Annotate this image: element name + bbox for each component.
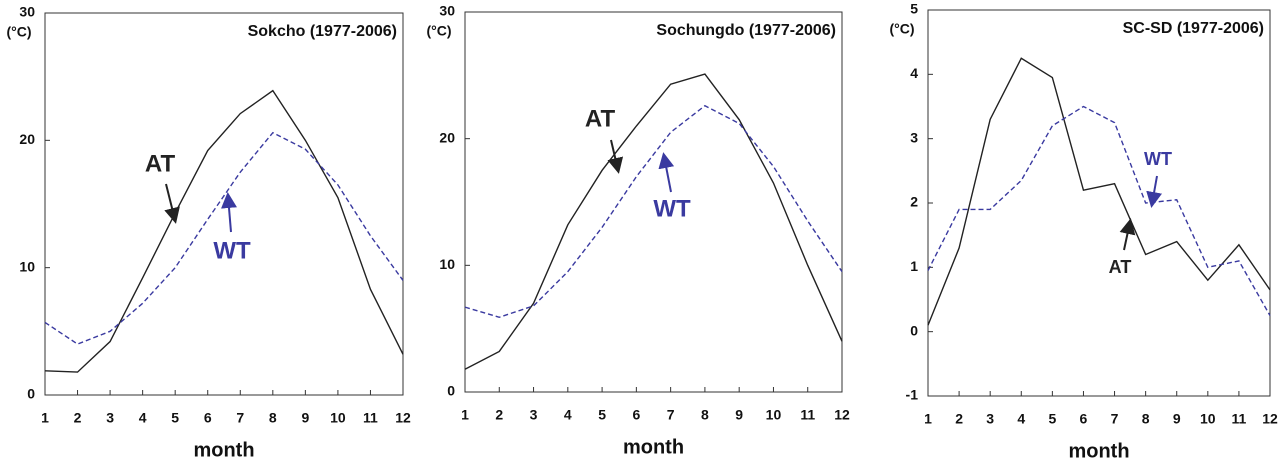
x-tick-label: 12 <box>395 410 411 426</box>
x-tick-label: 2 <box>955 411 963 427</box>
series-annotation: WT <box>213 237 251 264</box>
annotation-arrow <box>1119 218 1136 251</box>
chart-title: SC-SD (1977-2006) <box>1123 20 1264 37</box>
y-tick-label: 0 <box>910 322 918 338</box>
x-tick-label: 5 <box>598 407 606 423</box>
y-tick-label: 30 <box>19 4 35 20</box>
series-annotation: AT <box>1109 257 1132 277</box>
chart-title: Sokcho (1977-2006) <box>248 23 397 40</box>
plot-frame <box>464 11 843 393</box>
y-tick-label: 5 <box>910 1 918 17</box>
y-tick-label: -1 <box>906 387 919 403</box>
x-tick-label: 9 <box>735 407 743 423</box>
x-tick-label: 5 <box>1048 411 1056 427</box>
x-tick-label: 8 <box>1142 411 1150 427</box>
x-axis-label: month <box>193 439 254 461</box>
x-tick-label: 7 <box>236 410 244 426</box>
y-tick-label: 4 <box>910 65 918 81</box>
x-tick-label: 8 <box>701 407 709 423</box>
x-tick-label: 6 <box>204 410 212 426</box>
x-tick-label: 4 <box>564 407 572 423</box>
x-tick-label: 3 <box>106 410 114 426</box>
y-tick-label: 1 <box>910 258 918 274</box>
x-tick-label: 12 <box>834 407 850 423</box>
x-tick-label: 9 <box>301 410 309 426</box>
series-annotation: AT <box>145 150 176 177</box>
y-tick-label: 3 <box>910 129 918 145</box>
x-tick-label: 2 <box>495 407 503 423</box>
x-tick-label: 6 <box>632 407 640 423</box>
x-tick-label: 11 <box>800 407 815 423</box>
x-tick-label: 7 <box>667 407 675 423</box>
y-tick-label: 20 <box>439 129 455 145</box>
x-tick-label: 9 <box>1173 411 1181 427</box>
x-tick-label: 12 <box>1262 411 1278 427</box>
x-tick-label: 10 <box>330 410 346 426</box>
x-tick-label: 10 <box>1200 411 1216 427</box>
series-line <box>464 104 843 319</box>
x-tick-label: 3 <box>986 411 994 427</box>
y-unit-label: (°C) <box>426 23 451 39</box>
series-annotation: WT <box>1144 149 1172 169</box>
annotation-arrow <box>221 192 237 233</box>
annotation-arrow <box>1146 175 1162 208</box>
x-tick-label: 6 <box>1080 411 1088 427</box>
y-tick-label: 0 <box>27 386 35 402</box>
x-tick-label: 11 <box>1232 411 1247 427</box>
annotation-arrow <box>658 152 675 193</box>
x-tick-label: 4 <box>1017 411 1025 427</box>
x-tick-label: 11 <box>363 410 378 426</box>
x-tick-label: 10 <box>766 407 782 423</box>
series-line <box>464 73 843 370</box>
y-unit-label: (°C) <box>6 24 31 40</box>
series-line <box>44 89 404 373</box>
annotation-arrow <box>164 183 180 224</box>
x-axis-label: month <box>1068 440 1129 462</box>
series-annotation: WT <box>653 195 691 222</box>
y-unit-label: (°C) <box>889 21 914 37</box>
y-tick-label: 2 <box>910 194 918 210</box>
x-tick-label: 2 <box>74 410 82 426</box>
x-tick-label: 7 <box>1111 411 1119 427</box>
x-tick-label: 1 <box>41 410 49 426</box>
x-tick-label: 1 <box>461 407 469 423</box>
y-tick-label: 30 <box>439 3 455 19</box>
series-line <box>927 57 1271 326</box>
annotation-arrow <box>607 139 624 174</box>
y-tick-label: 0 <box>447 383 455 399</box>
x-tick-label: 3 <box>530 407 538 423</box>
y-tick-label: 10 <box>439 256 455 272</box>
x-tick-label: 8 <box>269 410 277 426</box>
series-annotation: AT <box>585 105 616 132</box>
plot-frame <box>44 12 404 396</box>
x-axis-label: month <box>623 436 684 458</box>
x-tick-label: 5 <box>171 410 179 426</box>
y-tick-label: 10 <box>19 258 35 274</box>
series-line <box>927 105 1271 316</box>
chart-title: Sochungdo (1977-2006) <box>656 22 836 39</box>
plot-frame <box>927 9 1271 397</box>
y-tick-label: 20 <box>19 131 35 147</box>
x-tick-label: 1 <box>924 411 932 427</box>
x-tick-label: 4 <box>139 410 147 426</box>
